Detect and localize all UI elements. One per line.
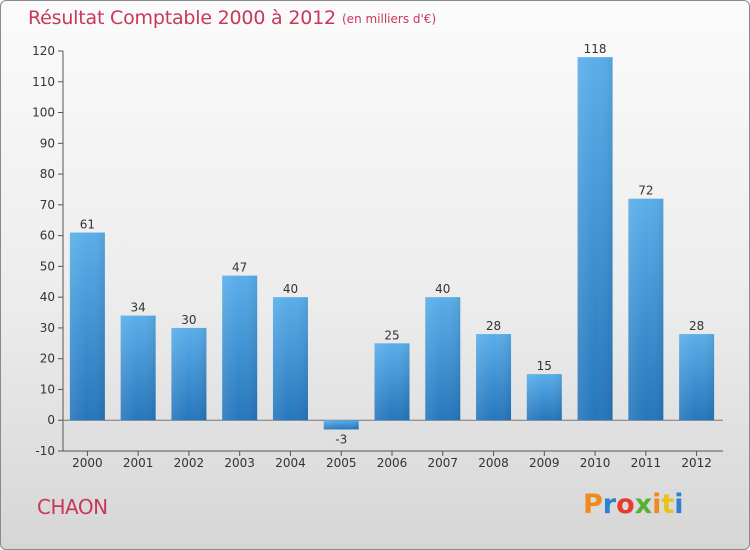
labels: 61 34 30 47 40 -3 25 40 28 15 118 72 28 xyxy=(80,42,705,446)
logo-letter: t xyxy=(661,489,675,520)
data-label-2004: 40 xyxy=(283,282,298,296)
x-tick-label: 2005 xyxy=(326,456,357,470)
y-tick-label: 110 xyxy=(32,75,55,89)
data-label-2005: -3 xyxy=(335,432,347,446)
x-tick-label: 2004 xyxy=(275,456,306,470)
x-tick-label: 2006 xyxy=(377,456,408,470)
data-label-2007: 40 xyxy=(435,282,450,296)
y-tick-label: 30 xyxy=(40,321,55,335)
y-tick-label: 70 xyxy=(40,198,55,212)
data-label-2010: 118 xyxy=(584,42,607,56)
x-tick-label: 2011 xyxy=(631,456,662,470)
y-tick-label: 40 xyxy=(40,290,55,304)
y-tick-label: 120 xyxy=(32,44,55,58)
x-tick-label: 2010 xyxy=(580,456,611,470)
bar-shade-2006 xyxy=(374,343,410,421)
x-tick-label: 2009 xyxy=(529,456,560,470)
axes: -10 0 10 20 30 40 50 60 70 80 90 100 110 120 2000 2001 2… xyxy=(32,44,723,470)
bar-shade-2004 xyxy=(272,297,308,421)
bar-shade-2009 xyxy=(526,374,562,421)
logo-letter: i xyxy=(674,489,684,520)
chart-subtitle: (en milliers d'€) xyxy=(342,12,437,26)
commune-name: CHAON xyxy=(37,495,108,519)
y-tick-label: 50 xyxy=(40,259,55,273)
bar-shade-2012 xyxy=(679,334,715,421)
bars xyxy=(69,57,715,430)
data-label-2011: 72 xyxy=(638,184,653,198)
proxiti-logo: Proxiti xyxy=(583,489,684,520)
x-tick-label: 2012 xyxy=(681,456,712,470)
bar-shade-2007 xyxy=(425,297,461,421)
x-tick-label: 2000 xyxy=(72,456,103,470)
y-tick-label: 10 xyxy=(40,382,55,396)
y-tick-label: 20 xyxy=(40,352,55,366)
y-tick-label: 60 xyxy=(40,229,55,243)
bar-shade-2000 xyxy=(69,232,105,421)
bar-shade-2010 xyxy=(577,57,613,421)
chart-title: Résultat Comptable 2000 à 2012 xyxy=(28,7,336,29)
logo-letter: x xyxy=(634,489,653,520)
data-label-2008: 28 xyxy=(486,319,501,333)
x-tick-label: 2007 xyxy=(427,456,458,470)
y-tick-label: 100 xyxy=(32,106,55,120)
bar-shade-2005 xyxy=(323,420,359,430)
x-tick-label: 2001 xyxy=(123,456,154,470)
x-tick-label: 2002 xyxy=(174,456,205,470)
logo-letter: o xyxy=(616,489,635,520)
data-label-2006: 25 xyxy=(384,328,399,342)
data-label-2000: 61 xyxy=(80,218,95,232)
logo-letter: P xyxy=(583,489,603,520)
logo-letter: r xyxy=(602,489,617,520)
x-tick-label: 2003 xyxy=(224,456,255,470)
logo-letter: i xyxy=(652,489,662,520)
bar-shade-2003 xyxy=(222,275,258,421)
y-tick-label: 90 xyxy=(40,136,55,150)
data-label-2002: 30 xyxy=(181,313,196,327)
bar-shade-2008 xyxy=(476,334,512,421)
x-tick-label: 2008 xyxy=(478,456,509,470)
y-tick-label: 80 xyxy=(40,167,55,181)
bar-shade-2002 xyxy=(171,327,207,421)
data-label-2009: 15 xyxy=(537,359,552,373)
bar-shade-2001 xyxy=(120,315,156,421)
bar-shade-2011 xyxy=(628,198,664,421)
data-label-2001: 34 xyxy=(131,301,146,315)
data-label-2012: 28 xyxy=(689,319,704,333)
data-label-2003: 47 xyxy=(232,261,247,275)
y-tick-label: -10 xyxy=(35,444,55,458)
y-tick-label: 0 xyxy=(47,413,55,427)
